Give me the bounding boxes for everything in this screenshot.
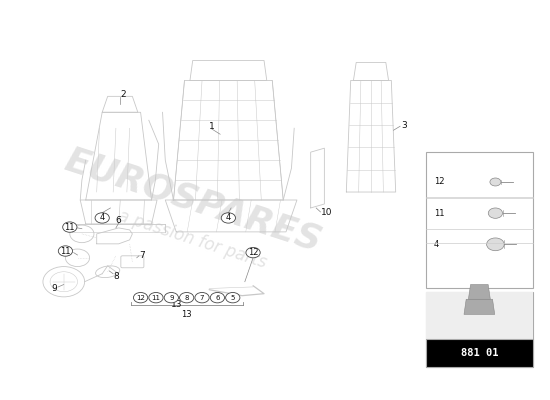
Circle shape bbox=[164, 292, 178, 303]
Circle shape bbox=[58, 246, 73, 256]
Text: 6: 6 bbox=[215, 295, 219, 301]
Polygon shape bbox=[469, 284, 491, 299]
Circle shape bbox=[210, 292, 224, 303]
Text: 4: 4 bbox=[100, 214, 105, 222]
Circle shape bbox=[149, 292, 163, 303]
Circle shape bbox=[134, 292, 148, 303]
FancyBboxPatch shape bbox=[426, 339, 533, 368]
Polygon shape bbox=[464, 299, 494, 314]
Circle shape bbox=[195, 292, 209, 303]
Text: 7: 7 bbox=[200, 295, 204, 301]
Text: 2: 2 bbox=[120, 90, 126, 99]
Text: 12: 12 bbox=[434, 178, 444, 186]
Text: 13: 13 bbox=[170, 300, 182, 309]
Text: 881 01: 881 01 bbox=[460, 348, 498, 358]
Text: 11: 11 bbox=[60, 246, 71, 256]
Text: 9: 9 bbox=[169, 295, 174, 301]
Text: 7: 7 bbox=[139, 250, 145, 260]
Text: 4: 4 bbox=[226, 214, 231, 222]
Circle shape bbox=[95, 213, 109, 223]
Circle shape bbox=[226, 292, 240, 303]
Text: 1: 1 bbox=[209, 122, 215, 131]
Text: 13: 13 bbox=[182, 310, 192, 319]
Text: 11: 11 bbox=[151, 295, 161, 301]
FancyBboxPatch shape bbox=[426, 292, 533, 339]
Circle shape bbox=[63, 222, 77, 232]
Text: 6: 6 bbox=[116, 216, 122, 225]
Text: 12: 12 bbox=[248, 248, 258, 257]
Text: 4: 4 bbox=[434, 240, 439, 249]
Circle shape bbox=[488, 208, 503, 218]
Circle shape bbox=[246, 248, 260, 258]
Text: a passion for parts: a passion for parts bbox=[116, 207, 269, 272]
Text: 11: 11 bbox=[434, 209, 444, 218]
Text: 5: 5 bbox=[230, 295, 235, 301]
Circle shape bbox=[487, 238, 504, 251]
Text: 8: 8 bbox=[184, 295, 189, 301]
Text: 12: 12 bbox=[136, 295, 145, 301]
Text: 8: 8 bbox=[113, 272, 119, 281]
FancyBboxPatch shape bbox=[426, 152, 533, 288]
Text: 10: 10 bbox=[321, 208, 333, 217]
Text: 3: 3 bbox=[401, 120, 407, 130]
Text: 9: 9 bbox=[52, 284, 57, 293]
Circle shape bbox=[490, 178, 501, 186]
FancyBboxPatch shape bbox=[426, 292, 533, 368]
Circle shape bbox=[179, 292, 194, 303]
Text: 11: 11 bbox=[64, 223, 75, 232]
Circle shape bbox=[221, 213, 235, 223]
Text: EUROSPARES: EUROSPARES bbox=[60, 142, 326, 258]
